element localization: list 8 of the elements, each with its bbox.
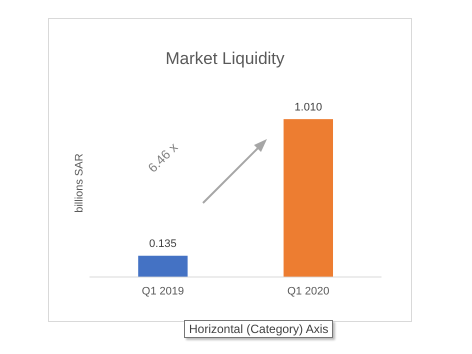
y-axis-title: billions SAR [74, 153, 86, 213]
data-label: 0.135 [149, 238, 177, 250]
chart-title: Market Liquidity [165, 48, 286, 68]
data-label: 1.010 [294, 102, 322, 114]
x-tick-label: Q1 2019 [142, 285, 184, 298]
annotation: 6.46 x [144, 140, 181, 176]
x-tick-label: Q1 2020 [287, 285, 330, 298]
text: Horizontal (Category) Axis [184, 320, 334, 338]
